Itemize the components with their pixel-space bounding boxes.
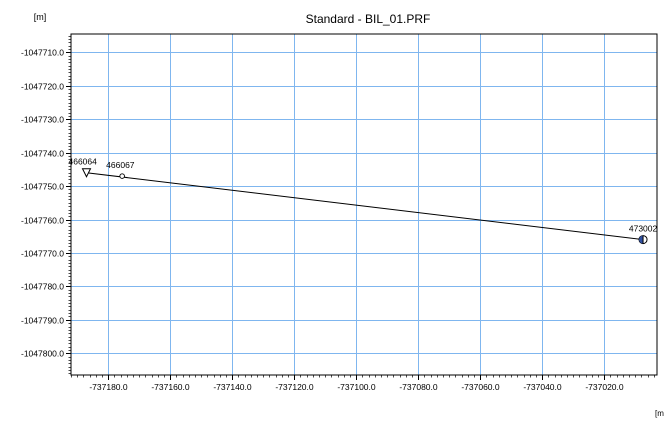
y-tick-label: -1047760.0 [21,216,64,226]
station-label: 466067 [106,160,135,170]
x-tick-label: -737040.0 [523,382,562,392]
station-markers: 466064 466067 473002 [69,157,658,245]
profile-line [86,172,644,241]
x-tick-label: -737180.0 [89,382,128,392]
y-tick-label: -1047750.0 [21,182,64,192]
y-tick-label: -1047770.0 [21,249,64,259]
y-tick-label: -1047780.0 [21,282,64,292]
x-tick-label: -737160.0 [151,382,190,392]
y-tick-label: -1047710.0 [21,48,64,58]
station-label: 466064 [69,157,98,167]
station-marker [119,173,125,179]
plot-frame [70,33,658,376]
x-tick-label: -737020.0 [585,382,624,392]
station-marker [81,168,92,178]
y-tick-label: -1047740.0 [21,149,64,159]
grid-lines [71,34,657,375]
x-tick-label: -737100.0 [337,382,376,392]
x-tick-label: -737140.0 [213,382,252,392]
y-tick-label: -1047790.0 [21,316,64,326]
y-axis: -1047710.0 -1047720.0 -1047730.0 -1047740.0… [21,36,71,374]
chart-title: Standard - BIL_01.PRF [306,12,431,26]
station-marker-fill [639,235,644,244]
y-tick-label: -1047730.0 [21,115,64,125]
y-axis-unit-label: [m] [34,12,47,22]
station-label: 473002 [629,224,658,234]
x-tick-label: -737080.0 [399,382,438,392]
x-axis-unit-label: [m [655,409,664,418]
series-lines [86,172,644,241]
x-tick-label: -737120.0 [275,382,314,392]
y-tick-label: -1047720.0 [21,82,64,92]
x-axis: -737180.0 -737160.0 -737140.0 -737120.0 -737… [71,375,655,392]
y-tick-label: -1047800.0 [21,349,64,359]
x-tick-label: -737060.0 [461,382,500,392]
